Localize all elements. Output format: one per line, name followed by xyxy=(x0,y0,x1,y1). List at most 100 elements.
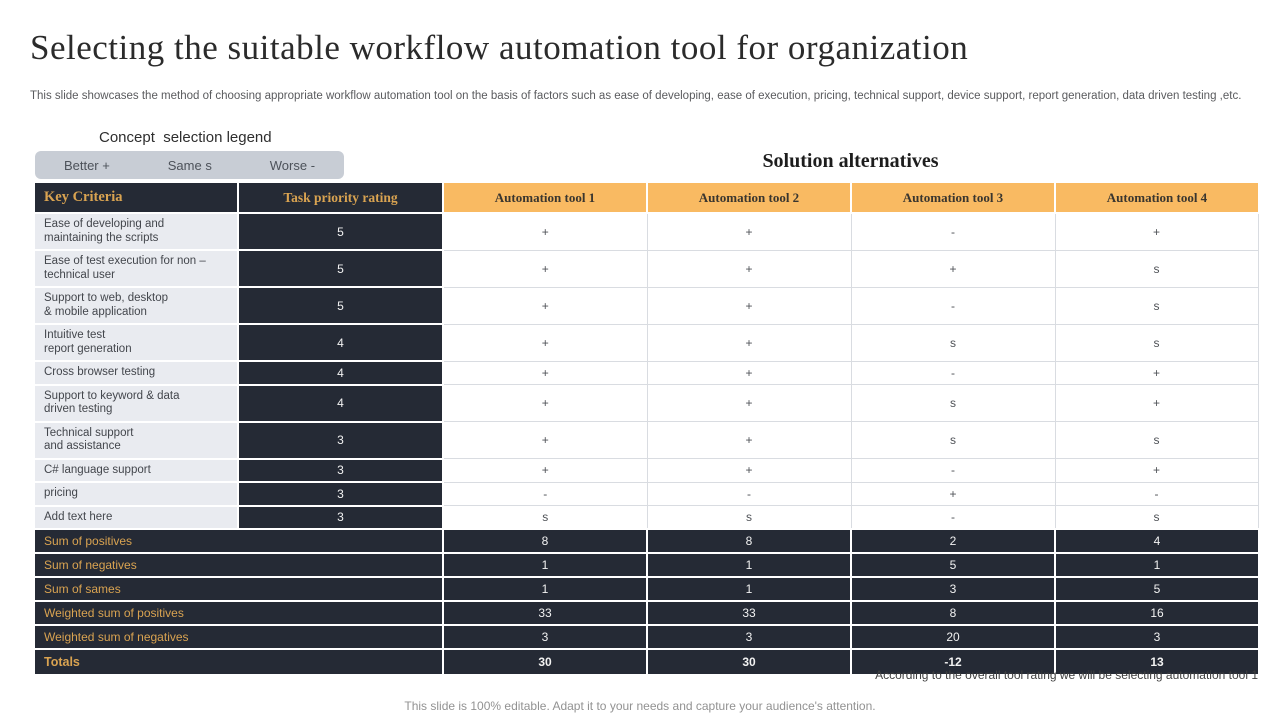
tool-score: + xyxy=(646,249,852,288)
tool-score: s xyxy=(850,421,1056,459)
criteria-row: C# language support 3 + + - + xyxy=(35,458,1259,483)
criteria-label: Technical support and assistance xyxy=(35,421,238,460)
summary-value: 5 xyxy=(850,552,1055,577)
summary-value: 1 xyxy=(1054,552,1258,577)
tool-score: - xyxy=(442,481,648,506)
summary-value: 4 xyxy=(1054,528,1258,553)
tool-score: + xyxy=(646,212,852,251)
summary-value: 33 xyxy=(442,600,647,625)
criteria-label: C# language support xyxy=(35,458,238,483)
priority-rating: 5 xyxy=(237,287,444,325)
tool-score: + xyxy=(850,481,1056,506)
column-header: Automation tool 4 xyxy=(1055,183,1258,214)
column-header: Automation tool 1 xyxy=(443,183,648,214)
tool-score: s xyxy=(1054,505,1259,530)
priority-rating: 5 xyxy=(237,213,444,251)
summary-label: Weighted sum of positives xyxy=(35,600,444,625)
criteria-row: Ease of test execution for non – technic… xyxy=(35,249,1259,288)
criteria-label: Cross browser testing xyxy=(35,361,238,386)
summary-value: 1 xyxy=(646,576,851,601)
priority-rating: 3 xyxy=(237,482,444,507)
summary-value: 30 xyxy=(442,648,647,674)
tool-score: + xyxy=(442,249,648,288)
column-header: Automation tool 3 xyxy=(851,183,1056,214)
tool-score: - xyxy=(850,505,1056,530)
tool-score: + xyxy=(646,421,852,459)
tool-score: - xyxy=(646,481,852,506)
tool-score: + xyxy=(646,384,852,422)
priority-rating: 3 xyxy=(237,458,444,483)
criteria-row: Support to web, desktop & mobile applica… xyxy=(35,286,1259,325)
criteria-label: Ease of test execution for non – technic… xyxy=(35,250,238,288)
legend-title: Concept selection legend xyxy=(99,129,272,146)
conclusion-note: According to the overall tool rating we … xyxy=(875,668,1258,682)
column-header: Task priority rating xyxy=(238,183,444,214)
summary-label: Sum of negatives xyxy=(35,552,444,577)
summary-value: 13 xyxy=(1054,648,1258,674)
summary-value: 3 xyxy=(1054,624,1258,649)
summary-row: Sum of sames 1 1 3 5 xyxy=(35,576,1258,601)
tool-score: + xyxy=(1054,360,1259,385)
summary-label: Sum of sames xyxy=(35,576,444,601)
tool-score: + xyxy=(646,323,852,362)
tool-score: s xyxy=(646,505,852,530)
summary-label: Weighted sum of negatives xyxy=(35,624,444,649)
legend-item-better: Better + xyxy=(63,157,110,173)
tool-score: + xyxy=(442,286,648,325)
criteria-label: Intuitive test report generation xyxy=(35,324,238,362)
tool-score: s xyxy=(850,323,1056,362)
tool-score: s xyxy=(442,505,648,530)
summary-label: Totals xyxy=(35,648,444,674)
summary-value: 2 xyxy=(850,528,1055,553)
slide-title: Selecting the suitable workflow automati… xyxy=(30,28,969,67)
summary-value: 1 xyxy=(442,552,647,577)
summary-value: 8 xyxy=(442,528,647,553)
legend-item-same: Same s xyxy=(167,157,212,173)
tool-score: + xyxy=(646,458,852,483)
summary-value: 16 xyxy=(1054,600,1258,625)
summary-row: Weighted sum of positives 33 33 8 16 xyxy=(35,600,1258,625)
criteria-label: Support to web, desktop & mobile applica… xyxy=(35,287,238,325)
criteria-row: pricing 3- - + - xyxy=(35,481,1259,507)
summary-value: 8 xyxy=(850,600,1055,625)
editable-note: This slide is 100% editable. Adapt it to… xyxy=(404,699,876,713)
tool-score: s xyxy=(1054,249,1259,288)
tool-score: - xyxy=(850,212,1056,251)
tool-score: + xyxy=(442,323,648,362)
summary-label: Sum of positives xyxy=(35,528,444,553)
summary-value: 1 xyxy=(442,576,647,601)
summary-row: Weighted sum of negatives 3 3 20 3 xyxy=(35,624,1258,649)
tool-score: + xyxy=(442,384,648,422)
criteria-label: Add text here xyxy=(35,505,238,530)
tool-score: + xyxy=(442,421,648,459)
criteria-row: Intuitive test report generation 4 + + s s xyxy=(35,323,1259,362)
criteria-row: Cross browser testing 4 + + - + xyxy=(35,360,1259,386)
priority-rating: 3 xyxy=(237,421,444,460)
summary-row: Totals 30 30 -12 13 xyxy=(35,648,1258,674)
tool-score: + xyxy=(646,286,852,325)
tool-score: s xyxy=(1054,421,1259,459)
criteria-row: Ease of developing and maintaining the s… xyxy=(35,212,1259,251)
criteria-row: Add text here 3 s s - s xyxy=(35,505,1259,530)
summary-value: 30 xyxy=(646,648,851,674)
summary-row: Sum of positives 8 8 2 4 xyxy=(35,528,1258,553)
tool-score: s xyxy=(1054,286,1259,325)
tool-score: + xyxy=(1054,458,1259,483)
summary-value: 20 xyxy=(850,624,1055,649)
summary-value: 3 xyxy=(850,576,1055,601)
criteria-row: Support to keyword & data driven testing… xyxy=(35,384,1259,423)
tool-score: + xyxy=(646,360,852,385)
column-header: Automation tool 2 xyxy=(647,183,852,214)
criteria-label: Ease of developing and maintaining the s… xyxy=(35,213,238,251)
solution-alternatives-heading: Solution alternatives xyxy=(762,150,939,172)
legend-item-worse: Worse - xyxy=(269,157,316,173)
tool-score: + xyxy=(1054,212,1259,251)
summary-value: 3 xyxy=(646,624,851,649)
summary-row: Sum of negatives 1 1 5 1 xyxy=(35,552,1258,577)
summary-value: 33 xyxy=(646,600,851,625)
summary-value: 8 xyxy=(646,528,851,553)
table-header-row: Key Criteria Task priority rating Automati… xyxy=(35,183,1258,214)
column-header: Key Criteria xyxy=(35,183,239,214)
tool-score: + xyxy=(442,212,648,251)
